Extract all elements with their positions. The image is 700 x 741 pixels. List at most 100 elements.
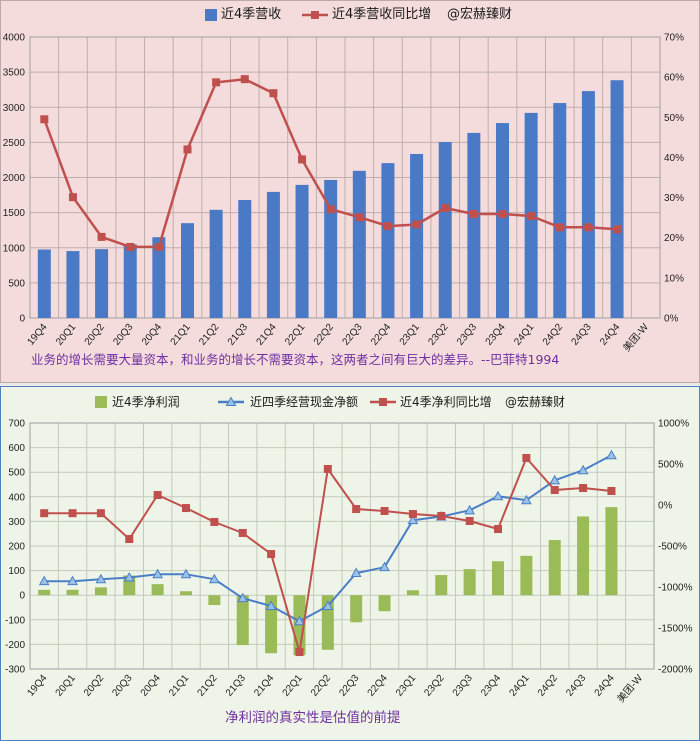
revenue-bar [467,132,481,318]
x-axis-tick-label: 24Q4 [598,322,622,348]
net-profit-bar [236,595,249,646]
net-profit-growth-point [607,486,616,495]
x-axis-tick-label: 24Q4 [593,673,617,699]
x-axis-tick-label: 22Q2 [309,673,333,699]
left-axis-tick-label: 300 [8,517,25,528]
x-axis-tick-label: 22Q3 [340,322,364,348]
net-profit-bar [180,591,192,596]
revenue-bar [209,209,223,318]
net-profit-bar [38,589,51,596]
plot-area-frame [29,422,655,670]
valuation-premise-caption: 净利润的真实性是估值的前提 [225,710,401,726]
net-profit-growth-point [295,648,304,657]
right-axis-tick-label: -1500% [658,624,693,635]
revenue-bar [581,91,595,318]
x-axis-tick-label: 22Q1 [283,322,307,348]
x-axis-tick-label: 美团-W [620,320,651,354]
operating-cash-flow-point [549,474,561,485]
operating-cash-flow-point [294,615,305,626]
left-axis-tick-label: 2500 [3,138,26,149]
legend-net-profit-bar-swatch [95,396,107,408]
operating-cash-flow-point [464,504,475,515]
x-axis-tick-label: 24Q3 [570,322,594,348]
legend-revenue-growth-line-swatch [302,11,328,19]
x-axis-tick-label: 21Q4 [255,322,279,348]
operating-cash-flow-point [492,490,504,501]
operating-cash-flow-point [123,571,135,582]
x-axis-tick-label: 22Q3 [337,673,361,699]
left-axis-tick-label: -200 [5,640,25,651]
revenue-growth-point [383,222,392,231]
revenue-bar [266,191,280,318]
left-axis-tick-label: 500 [8,468,25,479]
revenue-growth-point [269,89,278,98]
right-axis-tick-label: 20% [664,233,684,244]
profit-chart: -300 -200 -100 0 100 200 300 400 500 600 700 -2000%… [5,419,693,706]
legend-marker [311,11,319,19]
operating-cash-flow-point [407,514,419,525]
legend-net-profit-growth-line-swatch [370,398,396,406]
right-axis-tick-label: 70% [664,33,684,44]
x-axis-tick-label: 23Q2 [426,322,450,348]
left-axis-tick-label: 3000 [3,103,26,114]
legend-revenue-growth-label: 近4季营收同比增 [332,7,432,22]
revenue-bars [37,80,624,319]
x-axis-tick-label: 24Q3 [564,673,588,699]
operating-cash-flow-point [237,592,249,603]
legend-watermark-label: @宏赫臻财 [447,7,513,22]
revenue-bar [37,249,51,318]
revenue-bar [324,179,338,318]
net-profit-bar [66,589,79,596]
right-axis-tick-label: -2000% [658,665,693,676]
operating-cash-flow-point [521,494,532,505]
net-profit-bar [378,595,391,612]
left-axis-tick-label: 400 [8,492,25,503]
legend-cash-flow-label: 近四季经营现金净额 [250,395,359,409]
net-profit-growth-point [465,516,474,525]
net-profit-growth-point [380,506,389,515]
revenue-growth-point [68,193,77,202]
right-axis-tick-label: 0% [658,501,673,512]
x-axis-tick-label: 22Q1 [281,673,305,699]
right-axis-tick-label: 40% [664,153,684,164]
revenue-chart: 0 500 1000 1500 2000 2500 3000 3500 4000 0% 10% 20%… [3,33,684,355]
legend-net-profit-label: 近4季净利润 [112,395,180,409]
x-axis-tick-label: 20Q3 [110,673,134,699]
right-axis-tick-label: 1000% [658,419,689,430]
legend-net-profit-growth-label: 近4季净利同比增 [400,395,492,409]
x-axis-tick-label: 19Q4 [25,673,49,699]
net-profit-growth-point [352,505,361,514]
x-axis-tick-label: 23Q1 [398,322,422,348]
revenue-growth-point [498,210,507,219]
net-profit-bar [577,516,590,596]
net-profit-growth-point [125,535,134,544]
net-profit-growth-point [153,490,162,499]
revenue-growth-point [240,75,249,84]
net-profit-bar [463,569,476,596]
net-profit-bar [151,584,164,596]
x-axis-tick-label: 22Q4 [369,322,393,348]
operating-cash-flow-point [350,567,362,578]
x-axis-tick-label: 23Q4 [484,322,508,348]
left-axis-tick-label: 0 [19,314,25,325]
left-axis-tick-label: 2000 [3,173,26,184]
x-axis-tick-label: 22Q4 [366,673,390,699]
revenue-bar [238,199,252,318]
x-axis-tick-label: 23Q1 [394,673,418,699]
revenue-growth-point [527,212,536,221]
x-axis-tick-label: 22Q2 [312,322,336,348]
left-axis-tick-label: -100 [5,615,25,626]
x-axis-tick-label: 23Q2 [422,673,446,699]
x-axis-tick-label: 19Q4 [25,322,49,348]
operating-cash-flow-point [180,568,192,579]
net-profit-growth-point [68,509,77,518]
x-axis-tick-label: 21Q4 [252,673,276,699]
right-axis-tick-label: -1000% [658,583,693,594]
x-axis-tick-label: 美团-W [614,671,645,705]
x-axis-tick-label: 23Q3 [451,673,475,699]
revenue-growth-point [298,155,307,164]
net-profit-bar [94,587,107,596]
net-profit-growth-point [579,484,588,493]
x-axis-tick-label: 24Q1 [512,322,536,348]
operating-cash-flow-point [67,575,78,586]
